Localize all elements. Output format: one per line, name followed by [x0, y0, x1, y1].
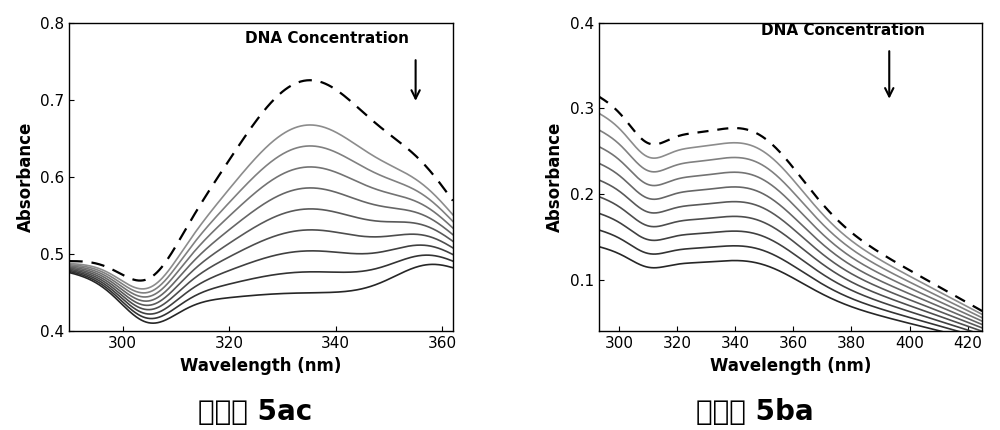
X-axis label: Wavelength (nm): Wavelength (nm) — [180, 356, 342, 375]
Y-axis label: Absorbance: Absorbance — [17, 122, 35, 232]
Text: DNA Concentration: DNA Concentration — [761, 23, 925, 38]
Text: 化合物 5ac: 化合物 5ac — [198, 398, 312, 426]
Y-axis label: Absorbance: Absorbance — [546, 122, 564, 232]
Text: DNA Concentration: DNA Concentration — [245, 31, 409, 46]
Text: 化合物 5ba: 化合物 5ba — [696, 398, 814, 426]
X-axis label: Wavelength (nm): Wavelength (nm) — [710, 356, 871, 375]
